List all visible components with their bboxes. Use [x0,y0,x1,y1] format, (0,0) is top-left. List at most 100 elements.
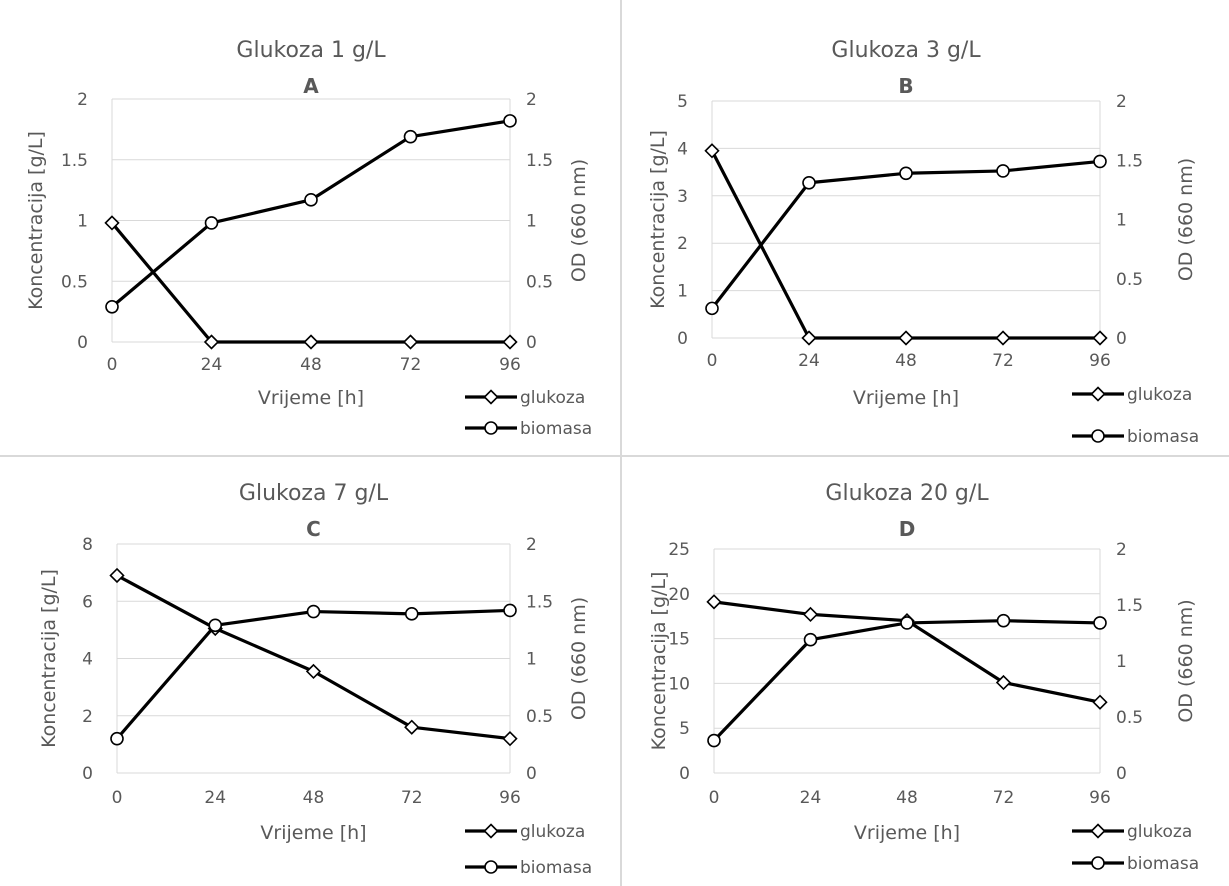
legend-label-glukoza: glukoza [1127,385,1192,405]
y2-tick-label: 0 [526,333,537,353]
data-point-glukoza [706,594,722,610]
y2-tick-label: 0.5 [526,272,553,292]
y2-tick-label: 1 [1116,652,1127,672]
series-line-biomasa [110,119,511,308]
y2-tick-label: 1.5 [1116,596,1143,616]
data-point-glukoza [502,731,518,747]
y-tick-label: 4 [677,139,688,159]
x-axis-label: Vrijeme [h] [854,822,960,844]
y-tick-label: 2 [82,707,93,727]
data-point-biomasa [803,632,818,647]
data-point-biomasa [403,129,418,144]
legend-marker-glukoza [1090,823,1106,839]
data-point-glukoza [502,334,518,350]
data-point-glukoza [104,215,120,231]
y2-tick-label: 0 [1116,764,1127,784]
x-tick-label: 0 [112,788,123,808]
x-tick-label: 72 [993,788,1015,808]
x-tick-label: 0 [709,788,720,808]
legend-marker-glukoza [483,389,499,405]
y-tick-label: 20 [668,585,690,605]
x-axis-label: Vrijeme [h] [853,387,959,409]
data-point-biomasa [996,613,1011,628]
x-tick-label: 48 [300,355,322,375]
data-point-biomasa [503,114,517,128]
y2-axis-label: OD (660 nm) [1175,158,1197,281]
legend-label-glukoza: glukoza [1127,822,1192,842]
x-tick-label: 24 [800,788,822,808]
data-point-biomasa [306,604,321,619]
y-tick-label: 0 [82,764,93,784]
y2-tick-label: 0 [1116,329,1127,349]
chart-subtitle: A [303,74,319,98]
x-tick-label: 48 [895,351,917,371]
y2-axis-label: OD (660 nm) [568,159,590,282]
y-tick-label: 1.5 [61,151,88,171]
data-point-biomasa [900,616,914,630]
legend-marker-biomasa [484,860,498,874]
y-axis-label: Koncentracija [g/L] [38,569,60,748]
y-tick-label: 2 [677,234,688,254]
legend-label-glukoza: glukoza [520,822,585,842]
chart-panel-b: Glukoza 3 g/L B 0 1 2 3 4 5 0 0.5 1 1.5 2 0 24 48 72 96 Vr… [622,0,1229,455]
data-point-glukoza [1092,694,1108,710]
y2-tick-label: 1.5 [526,592,553,612]
data-point-glukoza [898,330,914,346]
chart-title: Glukoza 3 g/L [831,38,981,63]
y2-tick-label: 0.5 [1116,270,1143,290]
legend-marker-glukoza [1090,386,1106,402]
data-point-glukoza [1092,330,1108,346]
y2-tick-label: 1 [1116,211,1127,231]
legend-label-biomasa: biomasa [520,858,592,878]
data-point-biomasa [110,731,124,746]
chart-panel-d: Glukoza 20 g/L D 0 5 10 15 20 25 0 0.5 1 1.5 2 0 24 48 7… [622,457,1229,886]
y-axis-label: Koncentracija [g/L] [647,130,669,309]
data-point-biomasa [208,618,223,633]
y-tick-label: 4 [82,650,93,670]
chart-subtitle: C [306,517,321,541]
data-point-glukoza [402,334,419,350]
data-point-biomasa [802,175,816,190]
data-point-biomasa [204,216,219,230]
x-tick-label: 0 [107,355,118,375]
x-tick-label: 0 [707,351,718,371]
y-tick-label: 5 [677,92,688,112]
y-tick-label: 8 [82,535,93,555]
horizontal-divider [0,455,1229,457]
y-tick-label: 0 [677,329,688,349]
chart-subtitle: B [898,74,913,98]
data-point-biomasa [1093,616,1107,630]
data-point-biomasa [404,607,419,621]
legend-label-biomasa: biomasa [1127,854,1199,874]
data-point-biomasa [304,193,318,207]
y-tick-label: 0.5 [61,272,88,292]
x-tick-label: 96 [499,788,521,808]
x-tick-label: 96 [499,355,521,375]
legend-label-biomasa: biomasa [1127,427,1199,447]
legend-marker-biomasa [1091,429,1105,443]
x-axis-label: Vrijeme [h] [260,822,366,844]
legend-marker-biomasa [1091,856,1105,870]
series-line-biomasa [710,159,1101,310]
y2-tick-label: 1 [526,212,537,232]
y2-tick-label: 1.5 [526,151,553,171]
y-tick-label: 1 [677,282,688,302]
data-point-biomasa [105,299,119,314]
y2-axis-label: OD (660 nm) [568,597,590,720]
y-axis-label: Koncentracija [g/L] [648,572,670,751]
y2-tick-label: 1 [526,650,537,670]
chart-title: Glukoza 1 g/L [236,38,386,63]
x-tick-label: 96 [1089,788,1111,808]
y-tick-label: 5 [679,719,690,739]
y-tick-label: 2 [77,90,88,110]
y2-tick-label: 0.5 [1116,708,1143,728]
data-point-biomasa [705,301,719,316]
chart-subtitle: D [899,517,916,541]
vertical-divider [620,0,622,886]
y2-tick-label: 2 [1116,92,1127,112]
y2-axis-label: OD (660 nm) [1175,599,1197,722]
x-tick-label: 24 [204,788,226,808]
data-point-glukoza [203,334,220,350]
legend-marker-biomasa [484,421,498,435]
